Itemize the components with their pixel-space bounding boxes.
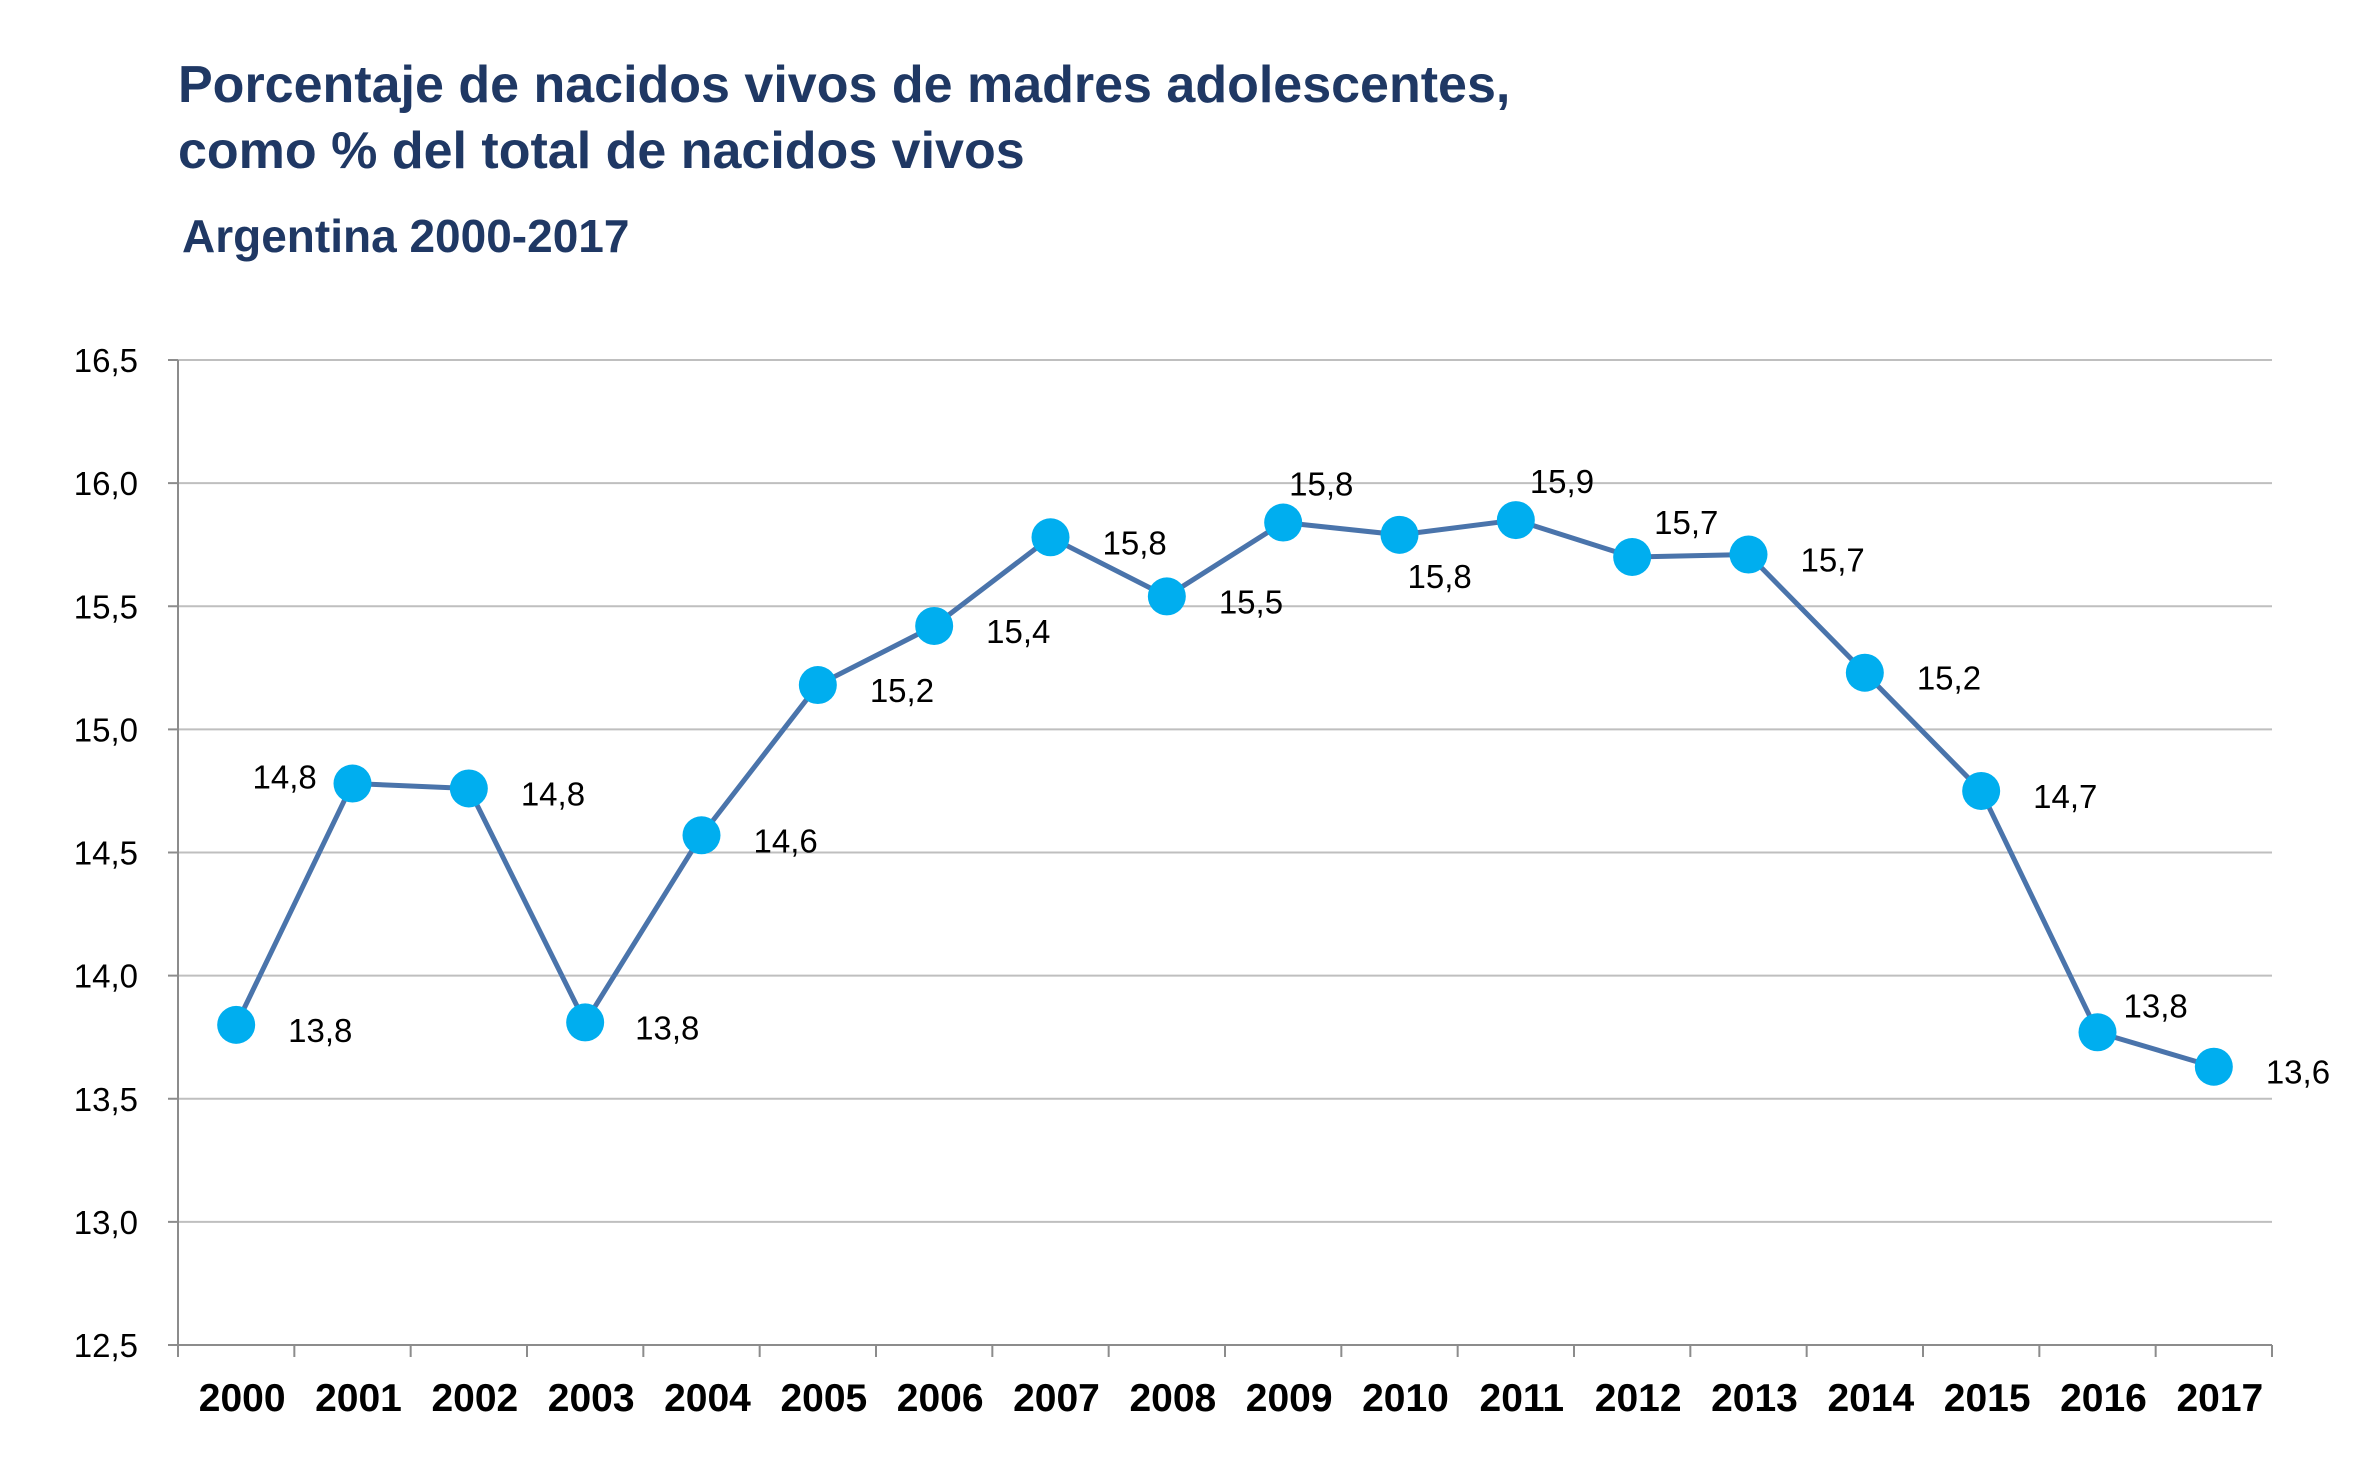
data-point-2014 bbox=[1845, 653, 1884, 692]
x-tick-label-2004: 2004 bbox=[664, 1377, 751, 1420]
x-tick-label-2001: 2001 bbox=[315, 1377, 402, 1420]
series-line bbox=[233, 517, 2215, 1070]
chart-subtitle: Argentina 2000-2017 bbox=[182, 210, 630, 262]
data-label-2007: 15,8 bbox=[1103, 524, 1167, 561]
x-tick-label-2005: 2005 bbox=[780, 1377, 867, 1420]
data-label-2013: 15,7 bbox=[1801, 542, 1865, 579]
x-tick-label-2011: 2011 bbox=[1480, 1377, 1565, 1420]
data-point-2005 bbox=[798, 666, 837, 705]
data-point-2017 bbox=[2194, 1047, 2233, 1086]
data-point-2004 bbox=[682, 816, 721, 855]
data-label-2003: 13,8 bbox=[635, 1009, 699, 1046]
data-label-2006: 15,4 bbox=[986, 613, 1050, 650]
y-tick-label-7: 16,0 bbox=[74, 465, 138, 502]
x-tick-label-2009: 2009 bbox=[1246, 1377, 1333, 1420]
data-labels: 13,8 14,8 14,8 13,8 14,6 15,2 15,4 15,8 15,5 15,8… bbox=[253, 463, 2331, 1091]
data-point-2015 bbox=[1962, 771, 2001, 810]
data-label-2014: 15,2 bbox=[1917, 660, 1981, 697]
data-point-2008 bbox=[1147, 577, 1186, 616]
series-markers bbox=[217, 501, 2233, 1086]
data-label-2010: 15,8 bbox=[1408, 558, 1472, 595]
data-label-2012: 15,7 bbox=[1654, 504, 1718, 541]
chart-title-line-1: Porcentaje de nacidos vivos de madres ad… bbox=[178, 56, 1511, 114]
axes bbox=[168, 359, 2273, 1357]
x-tick-label-2002: 2002 bbox=[431, 1377, 518, 1420]
x-tick-label-2012: 2012 bbox=[1595, 1377, 1682, 1420]
data-label-2015: 14,7 bbox=[2033, 778, 2097, 815]
data-point-2002 bbox=[449, 769, 488, 808]
data-point-2016 bbox=[2078, 1013, 2117, 1052]
y-tick-label-8: 16,5 bbox=[74, 342, 138, 379]
data-point-2001 bbox=[333, 764, 372, 803]
data-label-2011: 15,9 bbox=[1530, 463, 1594, 500]
data-point-2011 bbox=[1496, 501, 1535, 540]
data-label-2005: 15,2 bbox=[870, 672, 934, 709]
gridlines bbox=[178, 359, 2272, 1223]
data-point-2013 bbox=[1729, 535, 1768, 574]
data-point-2007 bbox=[1031, 518, 1070, 557]
y-tick-label-6: 15,5 bbox=[74, 588, 138, 625]
x-tick-label-2006: 2006 bbox=[897, 1377, 984, 1420]
x-tick-label-2016: 2016 bbox=[2060, 1377, 2147, 1420]
data-label-2009: 15,8 bbox=[1289, 466, 1353, 503]
x-tick-label-2010: 2010 bbox=[1362, 1377, 1449, 1420]
data-point-2010 bbox=[1380, 515, 1419, 554]
x-tick-label-2000: 2000 bbox=[199, 1377, 286, 1420]
x-tick-label-2015: 2015 bbox=[1944, 1377, 2031, 1420]
data-label-2001: 14,8 bbox=[253, 759, 317, 796]
y-axis-tick-labels: 12,5 13,0 13,5 14,0 14,5 15,0 15,5 16,0 16,5 bbox=[74, 342, 138, 1364]
data-point-2006 bbox=[915, 606, 954, 645]
x-tick-label-2014: 2014 bbox=[1827, 1377, 1914, 1420]
y-tick-label-0: 12,5 bbox=[74, 1327, 138, 1364]
data-label-2002: 14,8 bbox=[521, 775, 585, 812]
data-point-2009 bbox=[1264, 503, 1303, 542]
data-label-2017: 13,6 bbox=[2266, 1054, 2330, 1091]
data-label-2004: 14,6 bbox=[754, 822, 818, 859]
chart-title: Porcentaje de nacidos vivos de madres ad… bbox=[178, 52, 2178, 184]
series-line-layer bbox=[233, 517, 2215, 1070]
y-tick-label-2: 13,5 bbox=[74, 1081, 138, 1118]
x-tick-label-2017: 2017 bbox=[2176, 1377, 2263, 1420]
data-label-2008: 15,5 bbox=[1219, 583, 1283, 620]
data-point-2012 bbox=[1613, 538, 1652, 576]
data-label-2016: 13,8 bbox=[2124, 987, 2188, 1024]
data-label-2000: 13,8 bbox=[288, 1012, 352, 1049]
x-tick-label-2008: 2008 bbox=[1129, 1377, 1216, 1420]
x-axis-tick-labels: 2000 2001 2002 2003 2004 2005 2006 2007 2008 2009… bbox=[199, 1377, 2263, 1420]
y-tick-label-4: 14,5 bbox=[74, 835, 138, 872]
x-tick-label-2013: 2013 bbox=[1711, 1377, 1798, 1420]
x-tick-label-2003: 2003 bbox=[548, 1377, 635, 1420]
data-point-2000 bbox=[217, 1005, 256, 1044]
y-tick-label-3: 14,0 bbox=[74, 958, 138, 995]
chart-title-line-2: como % del total de nacidos vivos bbox=[178, 122, 1025, 180]
data-point-2003 bbox=[566, 1003, 605, 1042]
y-tick-label-1: 13,0 bbox=[74, 1204, 138, 1241]
y-tick-label-5: 15,0 bbox=[74, 711, 138, 748]
x-tick-label-2007: 2007 bbox=[1013, 1377, 1100, 1420]
